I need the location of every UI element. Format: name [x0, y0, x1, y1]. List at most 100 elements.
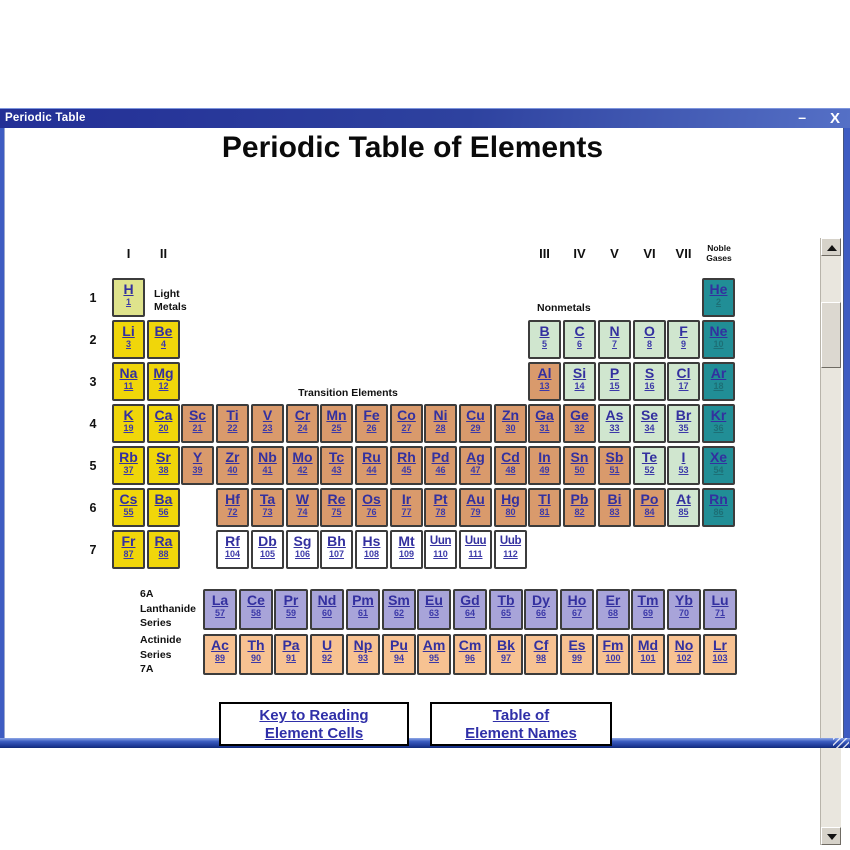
element-number[interactable]: 109	[398, 549, 415, 559]
element-symbol[interactable]: Fe	[363, 407, 380, 423]
element-symbol[interactable]: Am	[422, 637, 446, 653]
element-number[interactable]: 26	[366, 423, 377, 433]
element-symbol[interactable]: Pa	[282, 637, 300, 653]
element-symbol[interactable]: Os	[362, 491, 381, 507]
element-symbol[interactable]: U	[321, 637, 333, 653]
element-symbol[interactable]: Cd	[501, 449, 520, 465]
element-cell-Tm[interactable]: Tm 69	[631, 589, 665, 630]
element-number[interactable]: 83	[609, 507, 620, 517]
element-number[interactable]: 21	[192, 423, 203, 433]
element-symbol[interactable]: Y	[192, 449, 203, 465]
element-symbol[interactable]: Md	[637, 637, 659, 653]
element-cell-Mn[interactable]: Mn 25	[320, 404, 353, 443]
element-number[interactable]: 94	[393, 653, 404, 663]
element-number[interactable]: 64	[464, 608, 475, 618]
element-number[interactable]: 55	[123, 507, 134, 517]
element-cell-Ir[interactable]: Ir 77	[390, 488, 423, 527]
element-cell-Bk[interactable]: Bk 97	[489, 634, 523, 675]
element-cell-Cs[interactable]: Cs 55	[112, 488, 145, 527]
element-cell-Nd[interactable]: Nd 60	[310, 589, 344, 630]
element-number[interactable]: 54	[713, 465, 724, 475]
element-number[interactable]: 84	[644, 507, 655, 517]
element-symbol[interactable]: Ga	[535, 407, 554, 423]
element-cell-Ti[interactable]: Ti 22	[216, 404, 249, 443]
element-symbol[interactable]: Te	[641, 449, 658, 465]
element-symbol[interactable]: N	[609, 323, 620, 339]
element-symbol[interactable]: Ce	[247, 592, 265, 608]
element-symbol[interactable]: Yb	[675, 592, 693, 608]
element-number[interactable]: 7	[611, 339, 617, 349]
element-number[interactable]: 12	[158, 381, 169, 391]
element-symbol[interactable]: In	[538, 449, 551, 465]
element-cell-Ba[interactable]: Ba 56	[147, 488, 180, 527]
element-number[interactable]: 13	[539, 381, 550, 391]
element-symbol[interactable]: Ca	[154, 407, 173, 423]
element-number[interactable]: 99	[571, 653, 582, 663]
element-symbol[interactable]: As	[605, 407, 624, 423]
element-symbol[interactable]: Fr	[121, 533, 136, 549]
element-number[interactable]: 102	[676, 653, 692, 663]
element-symbol[interactable]: Ac	[211, 637, 229, 653]
element-symbol[interactable]: Sm	[388, 592, 410, 608]
element-cell-Es[interactable]: Es 99	[560, 634, 594, 675]
element-symbol[interactable]: O	[644, 323, 655, 339]
element-number[interactable]: 30	[505, 423, 516, 433]
element-number[interactable]: 42	[297, 465, 308, 475]
element-symbol[interactable]: Rb	[119, 449, 138, 465]
element-cell-Pu[interactable]: Pu 94	[382, 634, 416, 675]
element-cell-Sb[interactable]: Sb 51	[598, 446, 631, 485]
element-number[interactable]: 112	[503, 549, 518, 559]
element-symbol[interactable]: Al	[537, 365, 552, 381]
element-cell-Ra[interactable]: Ra 88	[147, 530, 180, 569]
element-cell-Db[interactable]: Db 105	[251, 530, 284, 569]
element-number[interactable]: 52	[644, 465, 655, 475]
element-symbol[interactable]: Uun	[429, 535, 452, 547]
element-symbol[interactable]: Be	[154, 323, 173, 339]
element-symbol[interactable]: Bk	[497, 637, 515, 653]
element-cell-Ga[interactable]: Ga 31	[528, 404, 561, 443]
element-symbol[interactable]: Nd	[317, 592, 337, 608]
scroll-up-button[interactable]	[821, 238, 841, 256]
element-cell-I[interactable]: I 53	[667, 446, 700, 485]
element-symbol[interactable]: Cl	[676, 365, 691, 381]
element-symbol[interactable]: Fm	[602, 637, 624, 653]
element-cell-Cd[interactable]: Cd 48	[494, 446, 527, 485]
element-number[interactable]: 32	[574, 423, 585, 433]
element-number[interactable]: 4	[160, 339, 166, 349]
element-cell-Mo[interactable]: Mo 42	[286, 446, 319, 485]
element-number[interactable]: 58	[250, 608, 261, 618]
element-symbol[interactable]: Hf	[225, 491, 240, 507]
element-cell-Te[interactable]: Te 52	[633, 446, 666, 485]
element-number[interactable]: 29	[470, 423, 481, 433]
element-number[interactable]: 86	[713, 507, 724, 517]
element-cell-W[interactable]: W 74	[286, 488, 319, 527]
element-cell-Bh[interactable]: Bh 107	[320, 530, 353, 569]
element-number[interactable]: 91	[285, 653, 296, 663]
element-symbol[interactable]: Rn	[709, 491, 728, 507]
element-symbol[interactable]: H	[123, 281, 134, 297]
element-number[interactable]: 56	[158, 507, 169, 517]
element-symbol[interactable]: Mn	[326, 407, 347, 423]
element-number[interactable]: 72	[227, 507, 238, 517]
element-symbol[interactable]: Sc	[188, 407, 207, 423]
element-symbol[interactable]: Mg	[153, 365, 174, 381]
element-number[interactable]: 77	[401, 507, 412, 517]
element-cell-Pt[interactable]: Pt 78	[424, 488, 457, 527]
element-cell-Np[interactable]: Np 93	[346, 634, 380, 675]
element-symbol[interactable]: Br	[675, 407, 692, 423]
element-cell-Ar[interactable]: Ar 18	[702, 362, 735, 401]
element-number[interactable]: 18	[713, 381, 724, 391]
element-number[interactable]: 37	[123, 465, 134, 475]
element-cell-Uun[interactable]: Uun 110	[424, 530, 457, 569]
element-symbol[interactable]: Dy	[532, 592, 550, 608]
minimize-button[interactable]: –	[798, 109, 806, 125]
element-number[interactable]: 53	[678, 465, 689, 475]
element-cell-Mg[interactable]: Mg 12	[147, 362, 180, 401]
element-number[interactable]: 19	[123, 423, 134, 433]
element-cell-Nb[interactable]: Nb 41	[251, 446, 284, 485]
